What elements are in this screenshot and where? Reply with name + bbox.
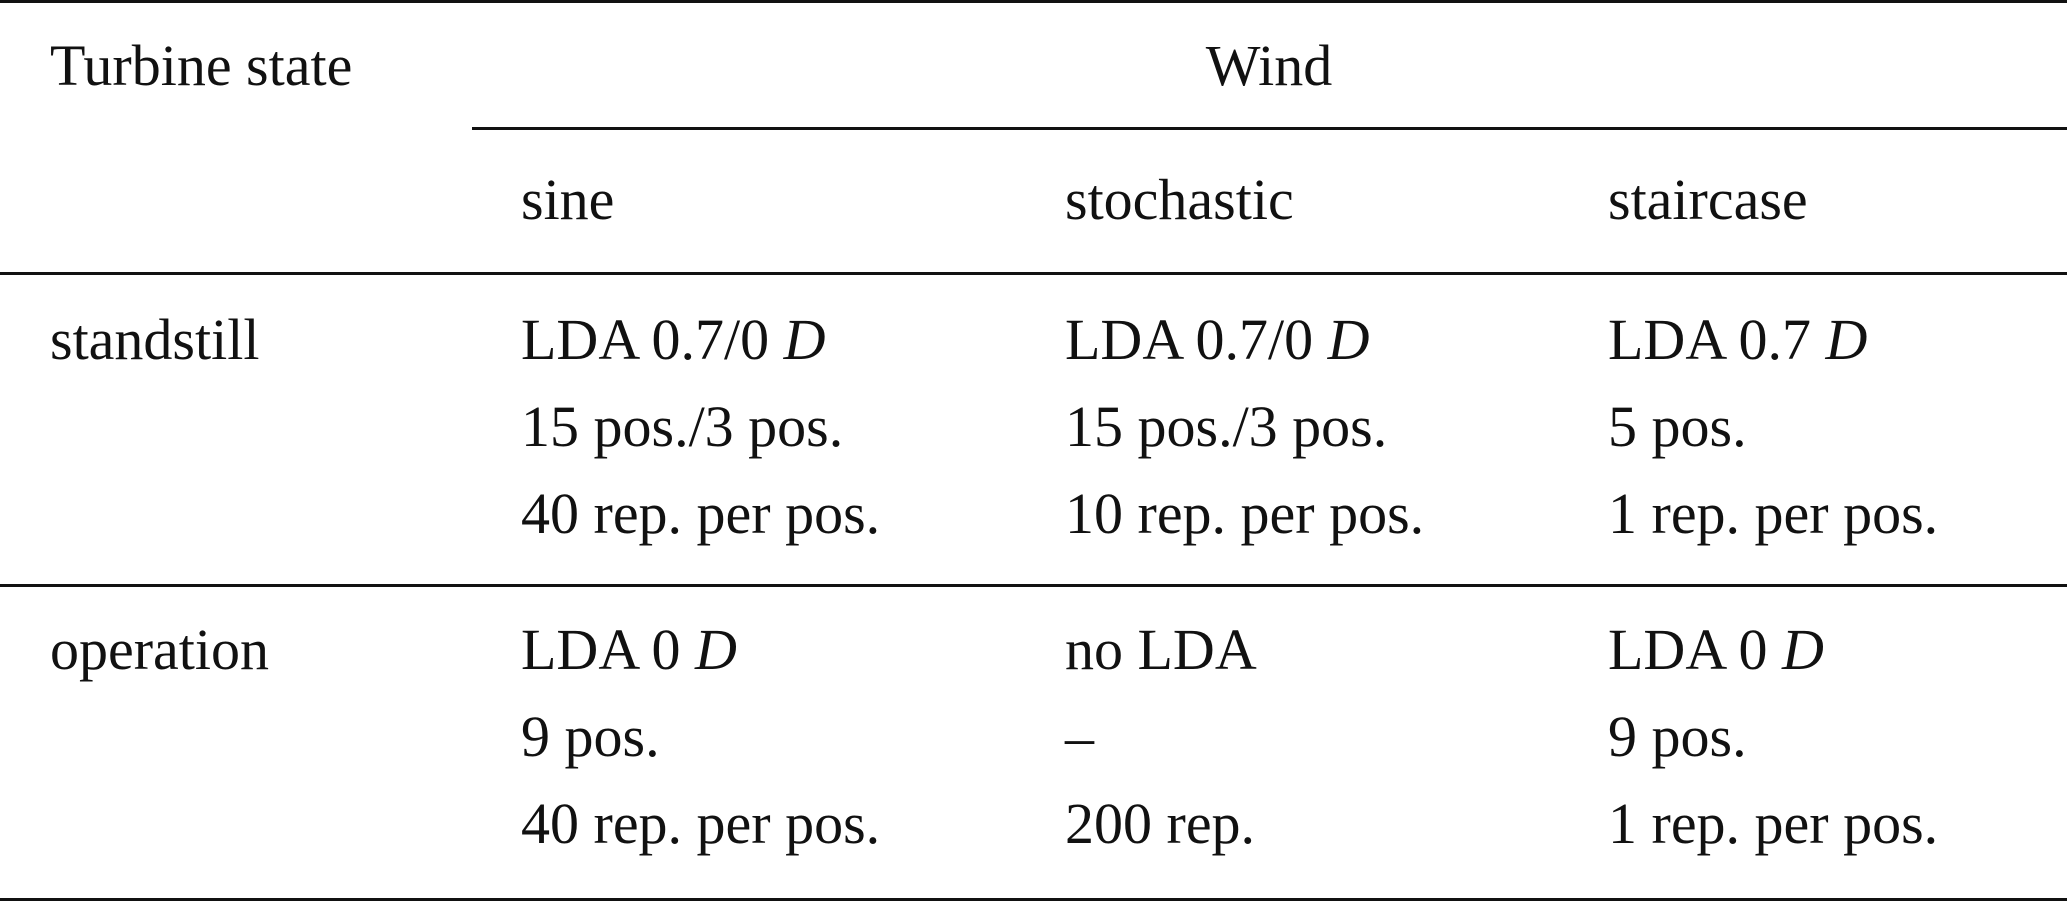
cell-line: 15 pos./3 pos. (521, 387, 843, 467)
cell-unit: D (695, 617, 737, 682)
cell-line: 1 rep. per pos. (1608, 474, 1938, 554)
row-label-header: Turbine state (50, 33, 353, 98)
cell-line: 5 pos. (1608, 387, 1747, 467)
cell-unit: D (1327, 307, 1370, 372)
cell-line: LDA 0.7/0 D (521, 300, 826, 380)
top-rule (0, 0, 2067, 3)
column-header: stochastic (1065, 167, 1294, 232)
cell-line: LDA 0 D (521, 610, 737, 690)
cell-line: 1 rep. per pos. (1608, 784, 1938, 864)
group-rule (472, 127, 2067, 130)
cell-text: 15 pos./3 pos. (1065, 394, 1388, 459)
cell-line: – (1065, 697, 1094, 777)
cell-text: 200 rep. (1065, 791, 1256, 856)
header-rule (0, 272, 2067, 275)
cell-text: no LDA (1065, 617, 1257, 682)
cell-text: LDA 0.7 (1608, 307, 1811, 372)
cell-line: LDA 0.7 D (1608, 300, 1867, 380)
cell-line: 10 rep. per pos. (1065, 474, 1424, 554)
cell-text: – (1065, 704, 1094, 769)
column-header: staircase (1608, 167, 1808, 232)
cell-line: 15 pos./3 pos. (1065, 387, 1387, 467)
row-rule (0, 584, 2067, 587)
column-header: sine (521, 167, 615, 232)
cell-line: LDA 0 D (1608, 610, 1824, 690)
cell-line: no LDA (1065, 610, 1257, 690)
cell-text: 5 pos. (1608, 394, 1747, 459)
row-label: operation (50, 617, 270, 682)
cell-text: 1 rep. per pos. (1608, 481, 1939, 546)
cell-text: 40 rep. per pos. (521, 481, 881, 546)
cell-text: LDA 0.7/0 (1065, 307, 1314, 372)
cell-text: LDA 0.7/0 (521, 307, 770, 372)
cell-text: LDA 0 (1608, 617, 1768, 682)
cell-unit: D (1825, 307, 1868, 372)
cell-line: 9 pos. (1608, 697, 1747, 777)
cell-text: 9 pos. (1608, 704, 1747, 769)
cell-text: LDA 0 (521, 617, 681, 682)
cell-unit: D (1782, 617, 1824, 682)
bottom-rule (0, 898, 2067, 901)
cell-text: 40 rep. per pos. (521, 791, 881, 856)
cell-text: 1 rep. per pos. (1608, 791, 1939, 856)
cell-line: 40 rep. per pos. (521, 784, 880, 864)
cell-line: LDA 0.7/0 D (1065, 300, 1370, 380)
cell-line: 9 pos. (521, 697, 660, 777)
cell-text: 9 pos. (521, 704, 660, 769)
cell-text: 10 rep. per pos. (1065, 481, 1425, 546)
cell-text: 15 pos./3 pos. (521, 394, 844, 459)
row-label: standstill (50, 307, 260, 372)
cell-unit: D (783, 307, 826, 372)
group-header: Wind (1205, 33, 1333, 98)
cell-line: 200 rep. (1065, 784, 1255, 864)
cell-line: 40 rep. per pos. (521, 474, 880, 554)
